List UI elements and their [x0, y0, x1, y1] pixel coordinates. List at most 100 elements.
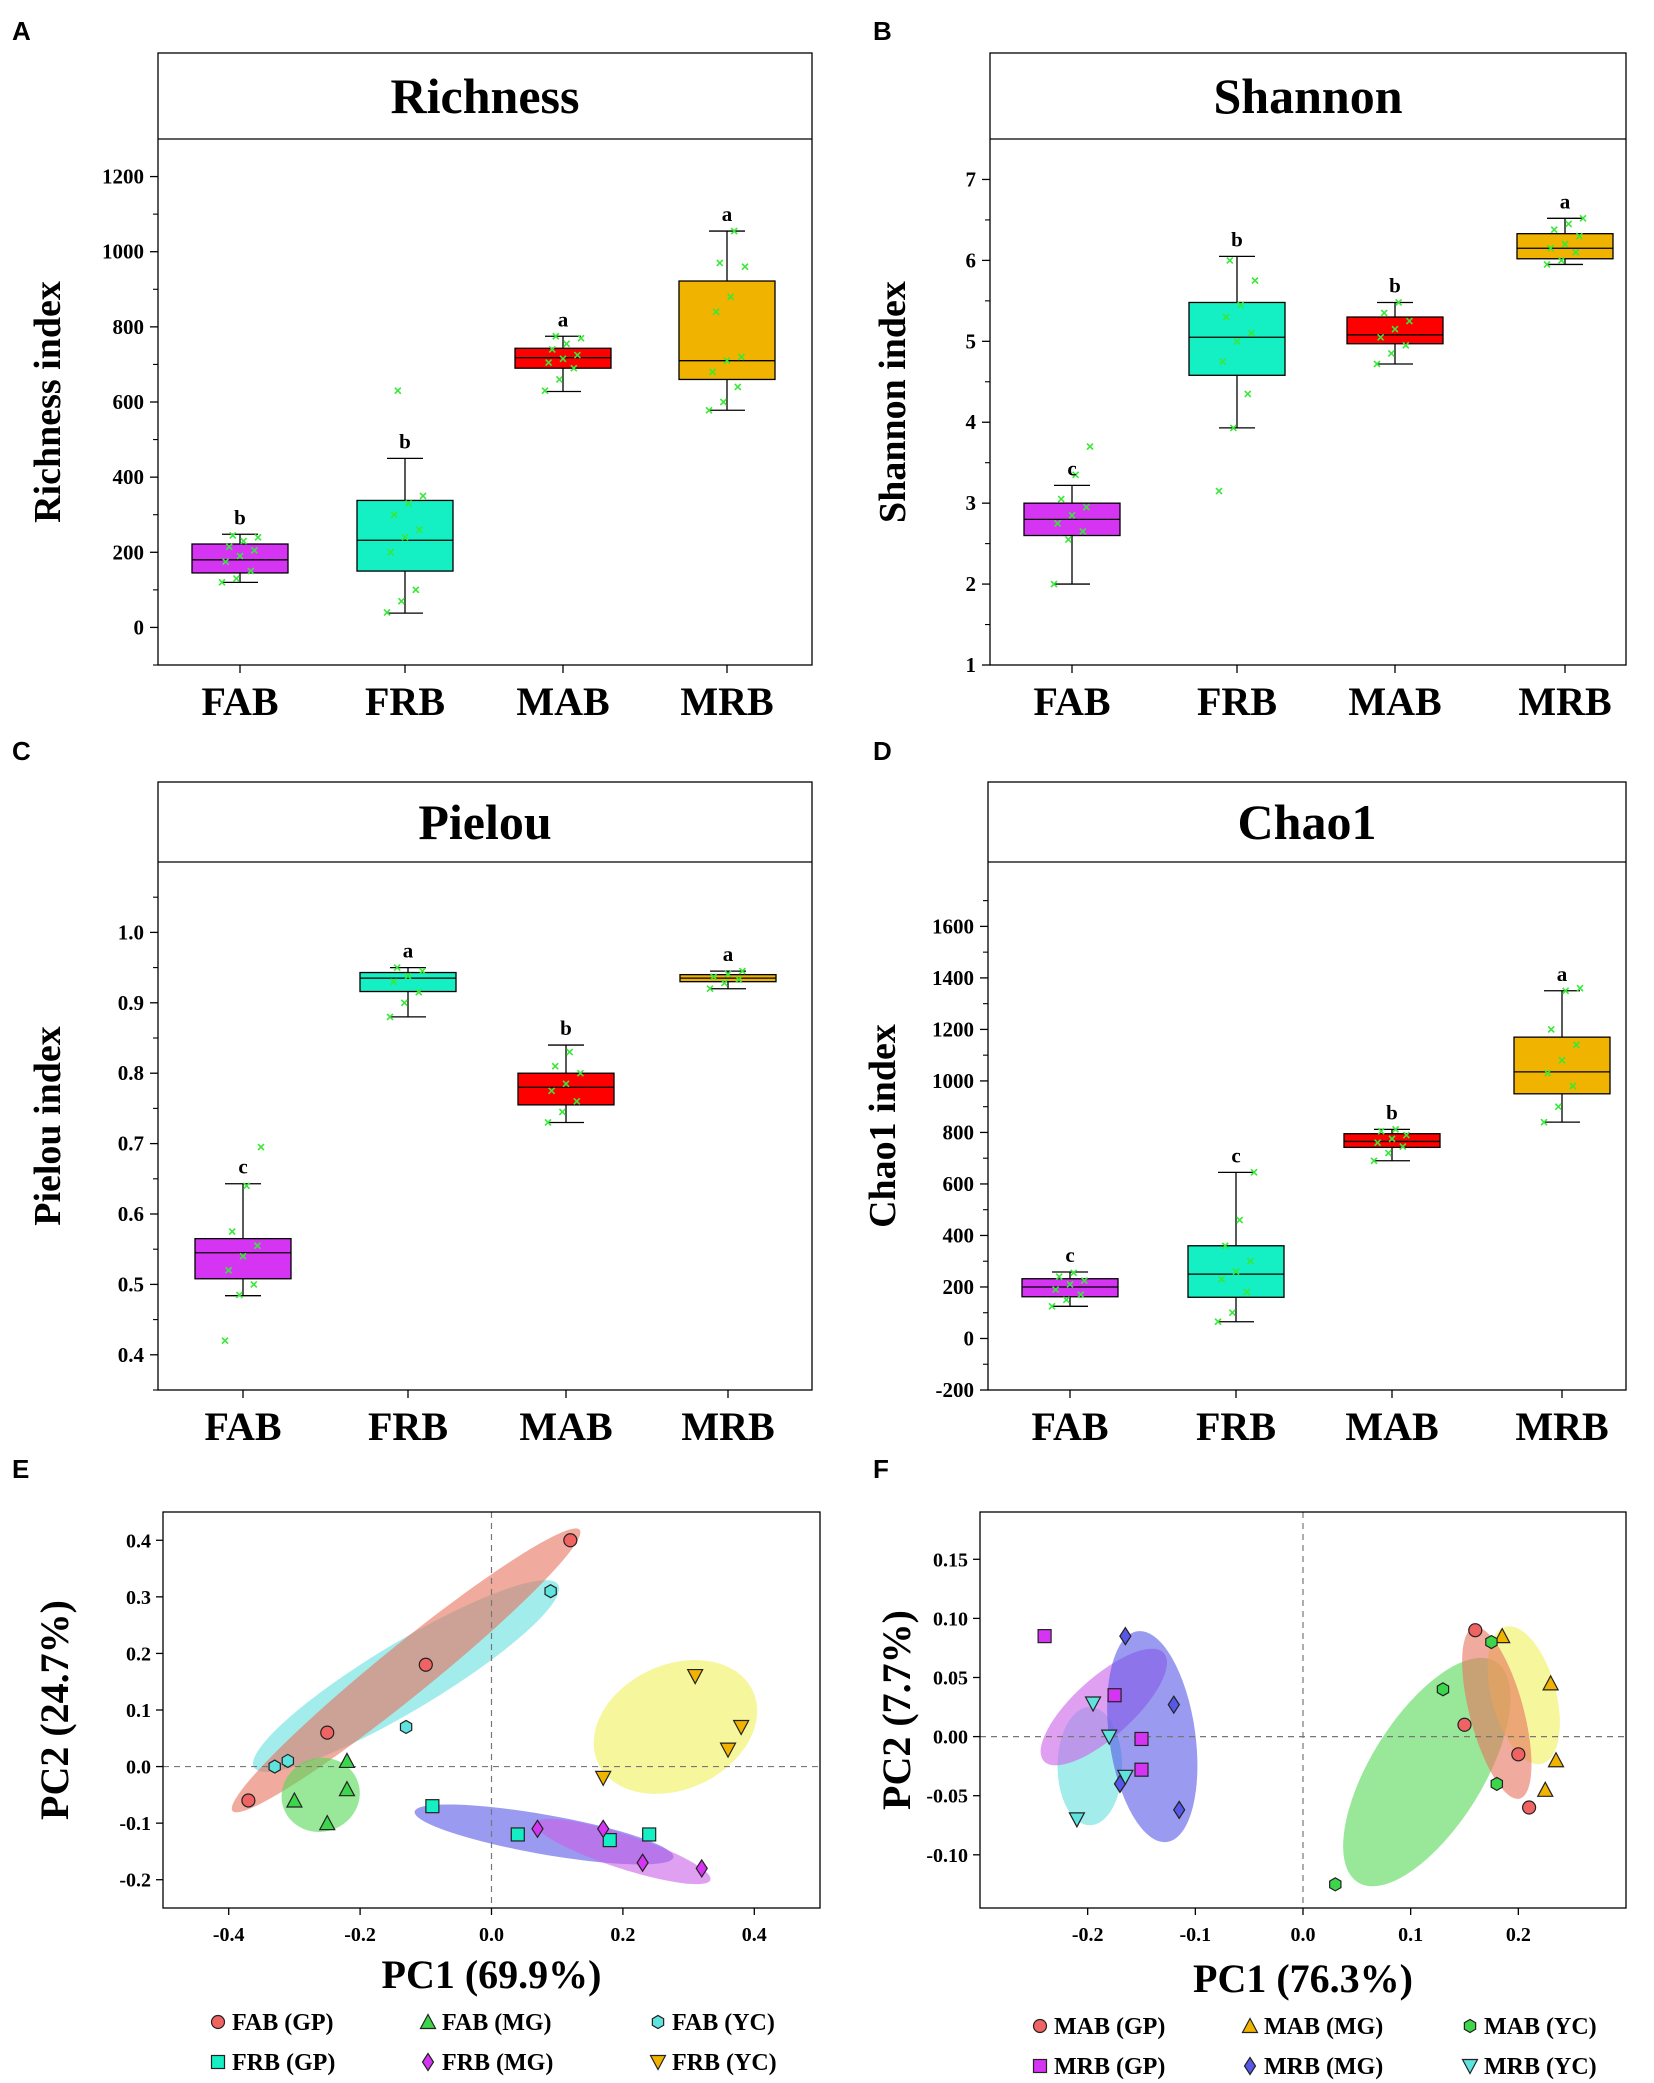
- x-tick-label: MAB: [1345, 1404, 1438, 1449]
- point-hexagon: [1436, 1682, 1450, 1697]
- jitter-point: [1543, 260, 1551, 268]
- y-axis-label: Shannon index: [872, 281, 914, 523]
- jitter-point: [1079, 527, 1087, 536]
- x-tick-label: FRB: [368, 1404, 448, 1449]
- legend-entry: FRB (MG): [421, 2050, 553, 2076]
- plot-frame: [989, 52, 1627, 666]
- box-mrb: a MRB: [1513, 962, 1611, 1449]
- x-axis-label: PC1 (69.9%): [382, 1952, 602, 1997]
- x-tick-label: MAB: [1348, 679, 1441, 724]
- jitter-point: [724, 970, 732, 978]
- box-body: [678, 280, 776, 381]
- jitter-point: [1395, 298, 1403, 307]
- legend-entry: FRB (YC): [649, 2050, 777, 2076]
- jitter-point: [735, 976, 743, 984]
- y-axis-label: Chao1 index: [862, 1024, 904, 1228]
- box-frb: b FRB: [1188, 227, 1286, 724]
- jitter-point: [225, 1266, 233, 1274]
- jitter-point: [551, 1062, 559, 1070]
- y-tick-label: 2: [966, 572, 977, 596]
- box-body: [356, 499, 454, 572]
- jitter-point: [1244, 390, 1252, 398]
- point-diamond: [1167, 1695, 1181, 1715]
- y-tick-label: 400: [943, 1223, 975, 1247]
- jitter-point: [1048, 1302, 1056, 1310]
- jitter-point: [419, 492, 427, 500]
- jitter-point: [1544, 1069, 1552, 1077]
- jitter-point: [723, 357, 731, 365]
- box-frb: a FRB: [359, 939, 457, 1449]
- point-triangle-down: [1116, 1769, 1134, 1786]
- point-triangle-up: [1542, 1674, 1560, 1691]
- jitter-point: [1050, 580, 1058, 588]
- jitter-point: [239, 1252, 247, 1260]
- point-diamond: [531, 1819, 544, 1839]
- legend-label: FRB (GP): [232, 2050, 335, 2076]
- jitter-point: [570, 364, 578, 372]
- legend-label: MAB (YC): [1484, 2014, 1597, 2040]
- point-triangle-up: [338, 1752, 356, 1769]
- box-body: [194, 1237, 292, 1280]
- jitter-point: [387, 548, 395, 556]
- jitter-point: [562, 1080, 570, 1088]
- point-triangle-up: [419, 2013, 437, 2030]
- jitter-point: [229, 531, 237, 539]
- jitter-point: [1540, 1118, 1548, 1126]
- x-tick-label: -0.1: [1179, 1924, 1211, 1946]
- jitter-point: [393, 964, 401, 972]
- box-mab: b MAB: [1343, 1100, 1441, 1449]
- jitter-point: [552, 332, 560, 340]
- jitter-point: [573, 1097, 581, 1105]
- jitter-point: [1080, 1276, 1088, 1285]
- jitter-point: [1054, 519, 1062, 527]
- panel-letter: E: [12, 1454, 29, 1484]
- point-diamond: [421, 2052, 435, 2072]
- point-circle: [241, 1793, 256, 1808]
- jitter-point: [1576, 984, 1584, 992]
- jitter-point: [719, 398, 727, 406]
- x-tick-label: -0.2: [344, 1924, 376, 1946]
- jitter-point: [1565, 220, 1573, 228]
- y-tick-label: 0.10: [933, 1608, 968, 1630]
- jitter-point: [1405, 317, 1413, 325]
- confidence-ellipse: [231, 1528, 581, 1813]
- jitter-point: [383, 608, 391, 616]
- significance-letter: b: [234, 505, 246, 529]
- jitter-point: [1232, 1267, 1240, 1276]
- box-mab: a MAB: [514, 307, 612, 724]
- y-tick-label: 0.1: [126, 1700, 151, 1722]
- jitter-point: [558, 1108, 566, 1116]
- jitter-point: [418, 967, 426, 975]
- jitter-point: [1373, 360, 1381, 368]
- point-hexagon: [1329, 1877, 1342, 1892]
- point-triangle-up: [1493, 1627, 1511, 1644]
- panel-letter: C: [12, 736, 31, 766]
- legend-label: FAB (GP): [232, 2010, 334, 2036]
- significance-letter: b: [1231, 227, 1243, 251]
- box-body: [191, 543, 289, 574]
- box-body: [1516, 233, 1614, 260]
- jitter-point: [415, 988, 423, 996]
- confidence-ellipse: [1343, 1657, 1511, 1887]
- panel-a: A Richness 0 200 400 600 800 1000 1200 Richness i…: [12, 16, 813, 724]
- y-tick-label: 0.3: [126, 1587, 151, 1609]
- panel-letter: F: [873, 1454, 889, 1484]
- jitter-point: [415, 526, 423, 534]
- legend-entry: FAB (GP): [210, 2010, 334, 2036]
- point-square: [1032, 2058, 1048, 2074]
- series-mab-yc: [1329, 1634, 1504, 1892]
- jitter-point: [730, 227, 738, 235]
- panel-letter: A: [12, 16, 31, 46]
- jitter-point: [243, 1182, 251, 1190]
- point-triangle-up: [338, 1780, 356, 1797]
- point-square: [1134, 1762, 1149, 1777]
- point-triangle-up: [1241, 2017, 1259, 2034]
- point-triangle-down: [686, 1668, 704, 1685]
- point-square: [642, 1827, 657, 1842]
- x-tick-label: 0.0: [1291, 1924, 1316, 1946]
- y-axis-label: Pielou index: [27, 1026, 69, 1226]
- jitter-point: [1057, 495, 1065, 503]
- plot-frame: [157, 781, 813, 1391]
- box-body: [1188, 301, 1286, 376]
- box-mrb: a MRB: [678, 202, 776, 724]
